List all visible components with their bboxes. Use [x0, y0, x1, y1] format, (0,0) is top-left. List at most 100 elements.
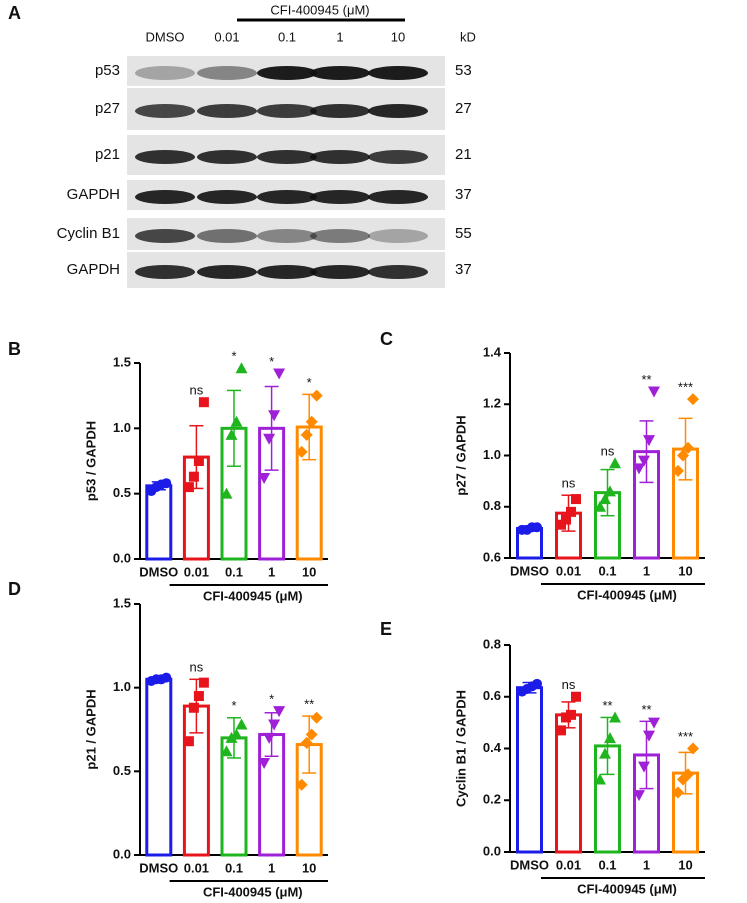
data-point — [566, 506, 576, 517]
y-axis-label: p21 / GAPDH — [83, 689, 98, 769]
significance-label: * — [231, 698, 236, 713]
bar — [555, 713, 582, 854]
blot-band — [310, 229, 370, 243]
blot-band — [135, 150, 195, 164]
data-point — [263, 732, 276, 744]
blot-band — [368, 190, 428, 204]
data-point — [633, 790, 645, 802]
y-tick-label: 0.0 — [113, 846, 131, 861]
treatment-label: CFI-400945 (μM) — [270, 2, 369, 17]
data-point — [300, 736, 313, 749]
lane-label: 10 — [391, 29, 405, 44]
protein-label: Cyclin B1 — [57, 225, 120, 242]
data-point — [258, 472, 271, 484]
data-point — [594, 773, 606, 785]
data-point — [258, 757, 271, 769]
data-point — [300, 428, 313, 441]
data-point — [305, 728, 318, 741]
data-point — [263, 433, 276, 445]
data-point — [571, 494, 581, 505]
blot-band — [257, 104, 317, 118]
panel-label: E — [380, 619, 392, 639]
x-tick-label: 10 — [678, 857, 692, 872]
y-tick-label: 0.0 — [113, 550, 131, 565]
data-point — [648, 717, 660, 729]
bar — [145, 677, 173, 857]
blot-band — [197, 66, 257, 80]
y-axis-label: Cyclin B1 / GAPDH — [453, 690, 468, 807]
kd-label: 27 — [455, 100, 472, 117]
data-point — [183, 482, 194, 493]
x-tick-label: 0.01 — [184, 860, 209, 875]
x-tick-label: DMSO — [139, 860, 178, 875]
data-point — [161, 672, 172, 683]
data-point — [310, 711, 323, 724]
blot-band — [257, 190, 317, 204]
blot-band — [135, 265, 195, 279]
x-tick-label: 0.01 — [556, 857, 581, 872]
data-point — [268, 719, 281, 731]
data-point — [561, 514, 571, 525]
lane-label: DMSO — [146, 29, 185, 44]
data-point — [220, 745, 233, 757]
data-point — [310, 389, 323, 402]
significance-label: ns — [601, 444, 615, 459]
blot-band — [310, 265, 370, 279]
y-axis-label: p53 / GAPDH — [83, 421, 98, 501]
y-tick-label: 0.4 — [483, 740, 502, 755]
data-point — [532, 522, 542, 533]
data-point — [188, 702, 199, 713]
blot-band — [368, 150, 428, 164]
data-point — [235, 718, 248, 730]
data-point — [609, 711, 621, 723]
data-point — [599, 747, 611, 759]
blot-band — [368, 66, 428, 80]
blot-band — [257, 265, 317, 279]
data-point — [273, 706, 286, 718]
data-point — [594, 500, 606, 512]
protein-label: GAPDH — [67, 261, 120, 278]
panel-label: D — [8, 579, 21, 599]
panel-label: C — [380, 329, 393, 349]
data-point — [295, 445, 308, 458]
significance-label: ns — [562, 476, 576, 491]
y-tick-label: 1.0 — [483, 447, 501, 462]
protein-label: p27 — [95, 100, 120, 117]
y-tick-label: 0.2 — [483, 792, 501, 807]
blot-band — [197, 265, 257, 279]
blot-band — [368, 104, 428, 118]
y-tick-label: 0.5 — [113, 485, 131, 500]
x-tick-label: 10 — [302, 564, 316, 579]
data-point — [571, 691, 581, 702]
blot-band — [310, 66, 370, 80]
protein-label: p21 — [95, 146, 120, 163]
data-point — [225, 731, 238, 743]
data-point — [643, 730, 655, 742]
significance-label: ns — [190, 660, 204, 675]
data-point — [225, 428, 238, 440]
x-tick-label: 0.1 — [225, 860, 243, 875]
lane-label: 0.01 — [214, 29, 239, 44]
kd-label: 53 — [455, 62, 472, 79]
y-tick-label: 1.5 — [113, 595, 131, 610]
significance-label: *** — [678, 380, 693, 395]
data-point — [220, 487, 233, 499]
blot-band — [368, 229, 428, 243]
panel-label: A — [8, 3, 21, 23]
data-point — [672, 786, 684, 799]
blot-band — [197, 229, 257, 243]
data-point — [566, 709, 576, 720]
blot-band — [135, 190, 195, 204]
data-point — [532, 678, 542, 689]
significance-label: ns — [562, 677, 576, 692]
data-point — [161, 478, 172, 489]
blot-band — [257, 150, 317, 164]
unit-label: kD — [460, 29, 476, 44]
data-point — [687, 742, 699, 755]
y-tick-label: 1.4 — [483, 344, 502, 359]
group-label: CFI-400945 (μM) — [203, 884, 303, 899]
x-tick-label: 1 — [268, 860, 275, 875]
group-label: CFI-400945 (μM) — [577, 587, 677, 602]
blot-band — [135, 229, 195, 243]
